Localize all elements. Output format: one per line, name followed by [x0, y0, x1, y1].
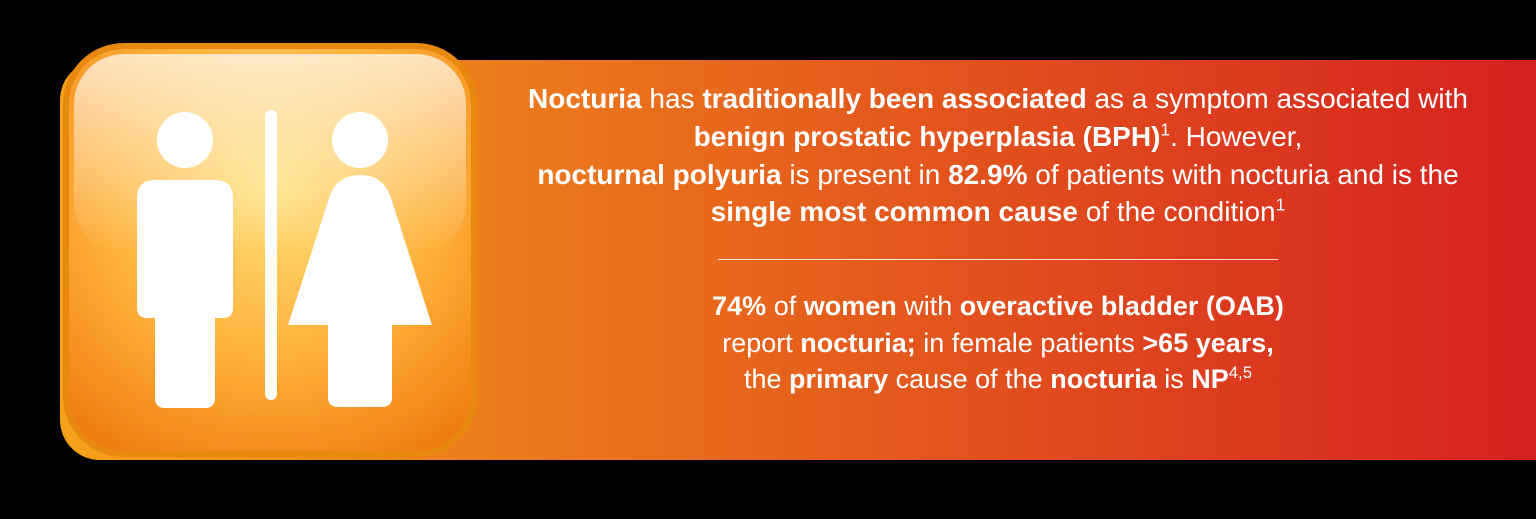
divider-line: [718, 259, 1278, 260]
p1-t8: is present in: [782, 159, 949, 190]
p2-t8: in female patients: [916, 328, 1143, 358]
p1-ref2: 1: [1276, 195, 1286, 215]
p2-t6: report: [722, 328, 800, 358]
p1-t2: has: [642, 83, 703, 114]
p1-t12: of the condition: [1078, 196, 1276, 227]
p2-t14: is: [1157, 364, 1192, 394]
paragraph-1: Nocturia has traditionally been associat…: [500, 80, 1496, 231]
p1-nocturia: Nocturia: [528, 83, 642, 114]
p2-women: women: [804, 291, 897, 321]
p1-bph: benign prostatic hyperplasia (BPH): [694, 121, 1161, 152]
p2-nocturia: nocturia;: [800, 328, 916, 358]
p1-traditionally: traditionally been associated: [702, 83, 1086, 114]
p1-common-cause: single most common cause: [711, 196, 1078, 227]
p2-percent: 74%: [712, 291, 766, 321]
p2-nocturia2: nocturia: [1050, 364, 1157, 394]
p1-t10: of patients with nocturia and is the: [1028, 159, 1459, 190]
restroom-icon-tile: [60, 40, 480, 460]
p2-oab: overactive bladder (OAB): [960, 291, 1284, 321]
p1-percent: 82.9%: [948, 159, 1027, 190]
p2-t2: of: [766, 291, 804, 321]
restroom-icon: [60, 40, 480, 460]
paragraph-2: 74% of women with overactive bladder (OA…: [500, 288, 1496, 397]
p2-primary: primary: [789, 364, 888, 394]
p2-t10: the: [744, 364, 789, 394]
p2-ref1: 4,5: [1229, 363, 1252, 382]
p1-nocturnal-polyuria: nocturnal polyuria: [537, 159, 781, 190]
p2-t12: cause of the: [888, 364, 1050, 394]
p2-t4: with: [897, 291, 960, 321]
p1-ref1: 1: [1160, 119, 1170, 139]
p1-t6: . However,: [1170, 121, 1302, 152]
p2-np: NP: [1191, 364, 1229, 394]
text-area: Nocturia has traditionally been associat…: [500, 80, 1496, 398]
p2-age: >65 years,: [1142, 328, 1273, 358]
infographic-root: Nocturia has traditionally been associat…: [0, 0, 1536, 519]
p1-t4: as a symptom associated with: [1087, 83, 1468, 114]
